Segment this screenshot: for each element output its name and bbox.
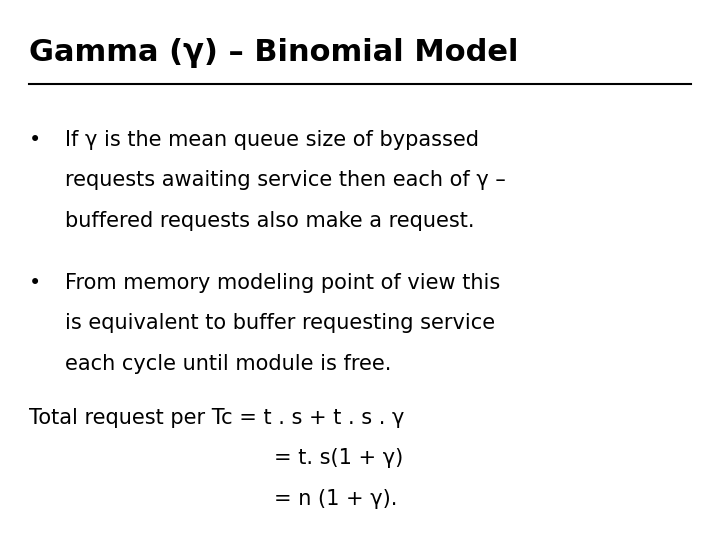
Text: = n (1 + γ).: = n (1 + γ). — [274, 489, 397, 509]
Text: From memory modeling point of view this: From memory modeling point of view this — [65, 273, 500, 293]
Text: •: • — [29, 273, 41, 293]
Text: requests awaiting service then each of γ –: requests awaiting service then each of γ… — [65, 170, 505, 190]
Text: is equivalent to buffer requesting service: is equivalent to buffer requesting servi… — [65, 313, 495, 333]
Text: each cycle until module is free.: each cycle until module is free. — [65, 354, 391, 374]
Text: Gamma (γ) – Binomial Model: Gamma (γ) – Binomial Model — [29, 38, 518, 68]
Text: buffered requests also make a request.: buffered requests also make a request. — [65, 211, 474, 231]
Text: Total request per Tc = t . s + t . s . γ: Total request per Tc = t . s + t . s . γ — [29, 408, 404, 428]
Text: •: • — [29, 130, 41, 150]
Text: If γ is the mean queue size of bypassed: If γ is the mean queue size of bypassed — [65, 130, 479, 150]
Text: = t. s(1 + γ): = t. s(1 + γ) — [274, 448, 403, 468]
